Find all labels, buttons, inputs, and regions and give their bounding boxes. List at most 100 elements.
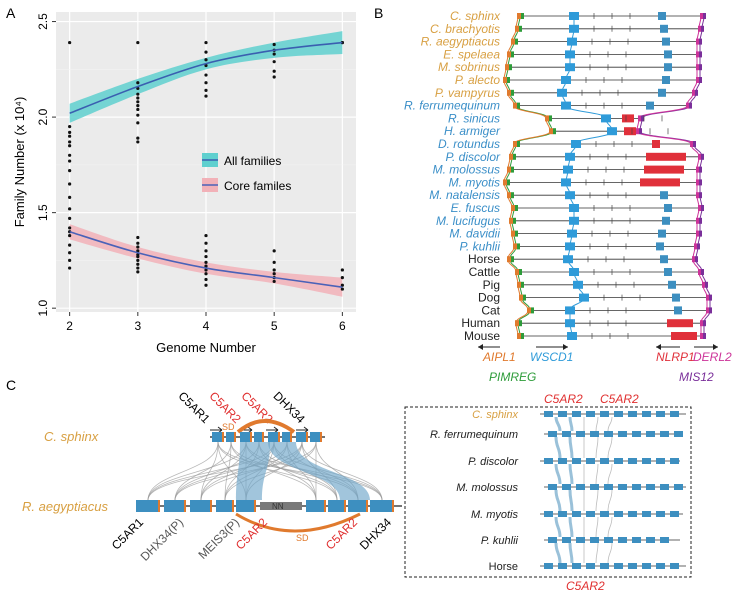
data-point [68,144,72,148]
data-point [272,279,276,284]
legend-label-core: Core familes [224,179,291,193]
inset-gene-block [544,563,553,569]
x-tick-label: 2 [66,319,73,333]
inset-gene-block [632,484,641,490]
data-point [272,75,276,79]
wscd1-block [561,76,571,84]
top-track-genes [212,432,322,442]
top-gene-edge [222,432,224,442]
inset-gene-block [572,411,581,417]
inset-gene-block [604,431,613,437]
data-point [68,159,72,163]
y-axis-label: Family Number (x 10⁴) [12,97,27,228]
nlrp1-block [624,127,636,136]
inset-gene-block [586,563,595,569]
aipl1-block [503,179,507,186]
inset-link [607,436,613,459]
wscd1-block [569,24,579,33]
derl2-block [702,281,705,288]
data-point [68,130,72,134]
data-point [68,153,72,157]
mis12-block [705,281,708,288]
wscd1-block [565,152,575,161]
pimreg-block [517,102,520,109]
aipl1-block [511,205,515,211]
derl2-block [694,243,697,250]
pimreg-block [523,294,526,301]
derl2-block [698,25,701,32]
wscd1-block [565,306,575,315]
derl2-block [692,89,695,96]
derl2-block [700,13,703,19]
species-label: P. discolor [446,150,501,164]
top-gene-edge [278,432,280,442]
inset-link [554,463,562,485]
inset-gene-block [670,458,679,464]
top-gene-block [268,432,280,442]
inset-tracks: C. sphinx R. ferrumequinum P. discolor M. m… [430,409,686,573]
species-label: M. myotis [449,175,500,189]
pimreg-block [513,153,516,160]
inset-gene-block [618,431,627,437]
derl2-block [696,166,699,173]
top-gene-block [310,432,322,442]
top-gene-edge [262,432,264,442]
aipl1-connector [503,15,551,337]
data-point [68,207,72,211]
species-label: Horse [468,252,500,266]
bottom-gene-edge [158,500,160,512]
homology-link [147,441,219,501]
mis12-block [699,166,702,173]
inset-gene-block [670,411,679,417]
species-label: M. molossus [433,163,500,177]
gene-label-wscd1: WSCD1 [530,350,573,364]
wscd1-block [557,88,567,97]
species-label: R. ferrumequinum [404,99,500,113]
derl2-block [700,333,703,339]
c5ar2-ribbon [236,442,270,500]
x-tick-label: 3 [134,319,141,333]
aipl1-block [513,141,517,147]
bottom-gene-edge [210,500,212,512]
data-point [68,140,72,144]
inset-species-label: M. myotis [471,509,519,521]
derl2-block [696,64,699,71]
pimreg-block [507,77,510,83]
data-point [136,121,140,125]
data-point [68,195,72,199]
x-tick-label: 6 [339,319,346,333]
inset-gene-block [600,458,609,464]
nlrp1-block [671,332,697,340]
wscd1-block [569,268,579,276]
data-point [68,226,72,230]
mis12-block [709,294,712,301]
aipl1-block [511,38,515,45]
top-gene-block [282,432,292,442]
inset-gene-block [558,563,567,569]
top-gene-block [240,432,252,442]
inset-gene-block [642,511,651,517]
inset-gene-block [656,458,665,464]
mis12-block [699,64,702,71]
mis12-block [709,307,712,314]
c5ar2-ribbon [268,442,370,500]
nlrp1-block [672,293,680,302]
inset-link [607,542,613,564]
inset-gene-block [558,458,567,464]
nlrp1-block [646,152,686,161]
top-gene-edge [320,432,322,442]
nlrp1-block [660,24,668,33]
bottom-gene-edge [254,500,256,512]
species-label: C. sphinx [450,9,501,23]
bottom-sd-arc [235,512,361,533]
inset-link [607,463,613,485]
derl2-block [698,205,701,211]
derl2-block [696,217,699,224]
inset-bottom-c5ar2: C5AR2 [566,579,605,593]
data-point [340,283,344,287]
data-point [204,88,208,92]
wscd1-block [565,63,575,72]
data-point [68,182,72,186]
pimreg-block [507,179,510,186]
data-point [68,40,72,45]
